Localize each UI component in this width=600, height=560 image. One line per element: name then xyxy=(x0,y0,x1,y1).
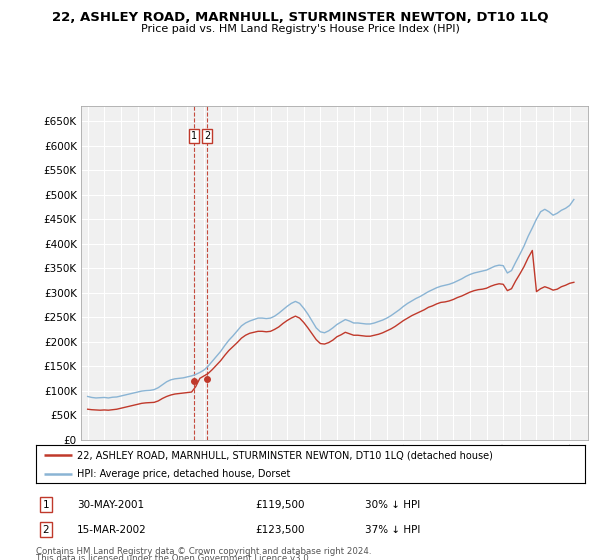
Text: 2: 2 xyxy=(204,131,211,141)
Text: 1: 1 xyxy=(43,500,49,510)
Text: Contains HM Land Registry data © Crown copyright and database right 2024.: Contains HM Land Registry data © Crown c… xyxy=(36,547,371,556)
Text: 30% ↓ HPI: 30% ↓ HPI xyxy=(365,500,421,510)
Text: 22, ASHLEY ROAD, MARNHULL, STURMINSTER NEWTON, DT10 1LQ (detached house): 22, ASHLEY ROAD, MARNHULL, STURMINSTER N… xyxy=(77,450,493,460)
Text: Price paid vs. HM Land Registry's House Price Index (HPI): Price paid vs. HM Land Registry's House … xyxy=(140,24,460,34)
Text: 2: 2 xyxy=(43,525,49,535)
Text: 22, ASHLEY ROAD, MARNHULL, STURMINSTER NEWTON, DT10 1LQ: 22, ASHLEY ROAD, MARNHULL, STURMINSTER N… xyxy=(52,11,548,24)
Text: 37% ↓ HPI: 37% ↓ HPI xyxy=(365,525,421,535)
Text: £123,500: £123,500 xyxy=(256,525,305,535)
Text: 15-MAR-2002: 15-MAR-2002 xyxy=(77,525,147,535)
Text: 30-MAY-2001: 30-MAY-2001 xyxy=(77,500,145,510)
Text: £119,500: £119,500 xyxy=(256,500,305,510)
Text: This data is licensed under the Open Government Licence v3.0.: This data is licensed under the Open Gov… xyxy=(36,554,311,560)
Text: 1: 1 xyxy=(191,131,197,141)
Text: HPI: Average price, detached house, Dorset: HPI: Average price, detached house, Dors… xyxy=(77,469,290,479)
